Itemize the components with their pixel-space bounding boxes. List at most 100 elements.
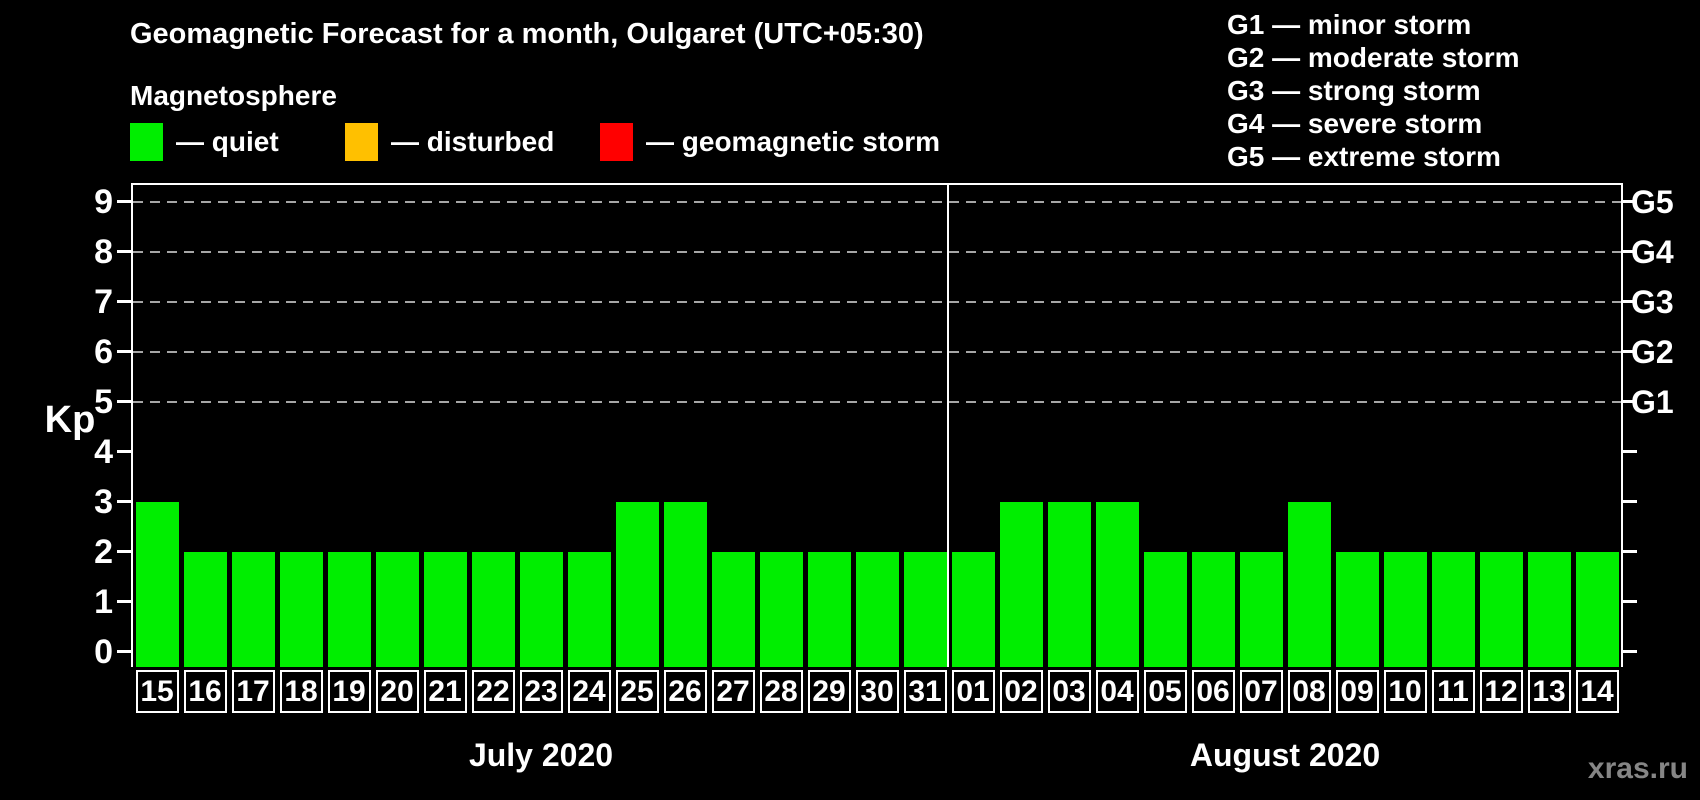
y-axis-tick-right-2 (1623, 550, 1637, 554)
day-label-13: 13 (1527, 670, 1571, 713)
day-label-05: 05 (1143, 670, 1187, 713)
y-axis-tick-left-8 (117, 250, 131, 254)
kp-bar-day-02 (999, 501, 1043, 667)
day-label-24: 24 (567, 670, 611, 713)
y-axis-tick-right-0 (1623, 650, 1637, 654)
day-label-08: 08 (1287, 670, 1331, 713)
kp-bar-day-16 (183, 551, 227, 667)
kp-bar-day-17 (231, 551, 275, 667)
y-axis-label-6: 6 (94, 332, 113, 371)
kp-bar-day-21 (423, 551, 467, 667)
day-label-30: 30 (855, 670, 899, 713)
kp-bar-day-10 (1383, 551, 1427, 667)
y-axis-tick-left-2 (117, 550, 131, 554)
g2-legend-line: G2 — moderate storm (1227, 42, 1520, 73)
kp-bar-day-25 (615, 501, 659, 667)
kp-bar-day-12 (1479, 551, 1523, 667)
day-label-02: 02 (999, 670, 1043, 713)
day-label-12: 12 (1479, 670, 1523, 713)
day-label-22: 22 (471, 670, 515, 713)
kp-bar-day-15 (135, 501, 179, 667)
kp-bar-day-18 (279, 551, 323, 667)
kp-bar-day-04 (1095, 501, 1139, 667)
day-label-03: 03 (1047, 670, 1091, 713)
grid-line-kp-6 (133, 350, 1621, 353)
legend-label-disturbed: — disturbed (391, 126, 555, 157)
day-label-07: 07 (1239, 670, 1283, 713)
grid-line-kp-9 (133, 200, 1621, 203)
g-level-label-g2: G2 (1631, 333, 1674, 370)
day-label-19: 19 (327, 670, 371, 713)
day-label-06: 06 (1191, 670, 1235, 713)
day-label-29: 29 (807, 670, 851, 713)
y-axis-tick-right-4 (1623, 450, 1637, 454)
kp-bar-day-26 (663, 501, 707, 667)
grid-line-kp-8 (133, 250, 1621, 253)
g-level-label-g3: G3 (1631, 283, 1674, 320)
y-axis-tick-right-8 (1623, 250, 1637, 254)
kp-bar-day-24 (567, 551, 611, 667)
kp-bar-day-13 (1527, 551, 1571, 667)
legend-item-geomagnetic-storm: — geomagnetic storm (600, 122, 940, 162)
day-label-11: 11 (1431, 670, 1475, 713)
kp-bar-day-19 (327, 551, 371, 667)
g3-legend-line: G3 — strong storm (1227, 75, 1481, 106)
y-axis-tick-left-5 (117, 400, 131, 404)
y-axis-label-7: 7 (94, 282, 113, 321)
y-axis-label-1: 1 (94, 582, 113, 621)
g-level-label-g1: G1 (1631, 383, 1674, 420)
y-axis-title: Kp (44, 399, 96, 441)
y-axis-label-8: 8 (94, 232, 113, 271)
legend-item-quiet: — quiet (130, 122, 279, 162)
month-label-august: August 2020 (1189, 737, 1381, 773)
day-label-28: 28 (759, 670, 803, 713)
kp-bar-day-31 (903, 551, 947, 667)
kp-bar-day-07 (1239, 551, 1283, 667)
y-axis-tick-left-4 (117, 450, 131, 454)
kp-bar-day-05 (1143, 551, 1187, 667)
y-axis-label-9: 9 (94, 182, 113, 221)
day-label-04: 04 (1095, 670, 1139, 713)
y-axis-label-2: 2 (94, 532, 113, 571)
kp-bar-day-27 (711, 551, 755, 667)
y-axis-tick-left-3 (117, 500, 131, 504)
kp-bar-day-14 (1575, 551, 1619, 667)
magnetosphere-subtitle: Magnetosphere (130, 80, 337, 111)
kp-bar-day-01 (951, 551, 995, 667)
day-label-21: 21 (423, 670, 467, 713)
day-label-15: 15 (135, 670, 179, 713)
grid-line-kp-7 (133, 300, 1621, 303)
y-axis-label-5: 5 (94, 382, 113, 421)
day-label-14: 14 (1575, 670, 1619, 713)
day-label-23: 23 (519, 670, 563, 713)
y-axis-tick-right-5 (1623, 400, 1637, 404)
day-label-26: 26 (663, 670, 707, 713)
g5-legend-line: G5 — extreme storm (1227, 141, 1501, 172)
day-label-17: 17 (231, 670, 275, 713)
y-axis-label-0: 0 (94, 632, 113, 671)
xras-watermark: xras.ru (1587, 752, 1688, 785)
legend-label-geomagnetic-storm: — geomagnetic storm (646, 126, 941, 157)
kp-bar-day-20 (375, 551, 419, 667)
storm-scale-legend: G1 — minor storm G2 — moderate storm G3 … (1227, 8, 1520, 173)
kp-bar-day-03 (1047, 501, 1091, 667)
kp-bar-day-08 (1287, 501, 1331, 667)
day-label-25: 25 (615, 670, 659, 713)
month-label-july: July 2020 (468, 737, 614, 773)
disturbed-color-swatch (345, 123, 378, 161)
day-label-20: 20 (375, 670, 419, 713)
y-axis-tick-left-1 (117, 600, 131, 604)
kp-bar-day-11 (1431, 551, 1475, 667)
day-label-10: 10 (1383, 670, 1427, 713)
y-axis-tick-left-6 (117, 350, 131, 354)
grid-line-kp-5 (133, 400, 1621, 403)
month-boundary-line (947, 185, 949, 667)
y-axis-tick-right-3 (1623, 500, 1637, 504)
storm-color-swatch (600, 123, 633, 161)
y-axis-label-3: 3 (94, 482, 113, 521)
day-label-31: 31 (903, 670, 947, 713)
legend-item-disturbed: — disturbed (345, 122, 554, 162)
g4-legend-line: G4 — severe storm (1227, 108, 1483, 139)
y-axis-tick-left-0 (117, 650, 131, 654)
g-level-label-g5: G5 (1631, 183, 1674, 220)
